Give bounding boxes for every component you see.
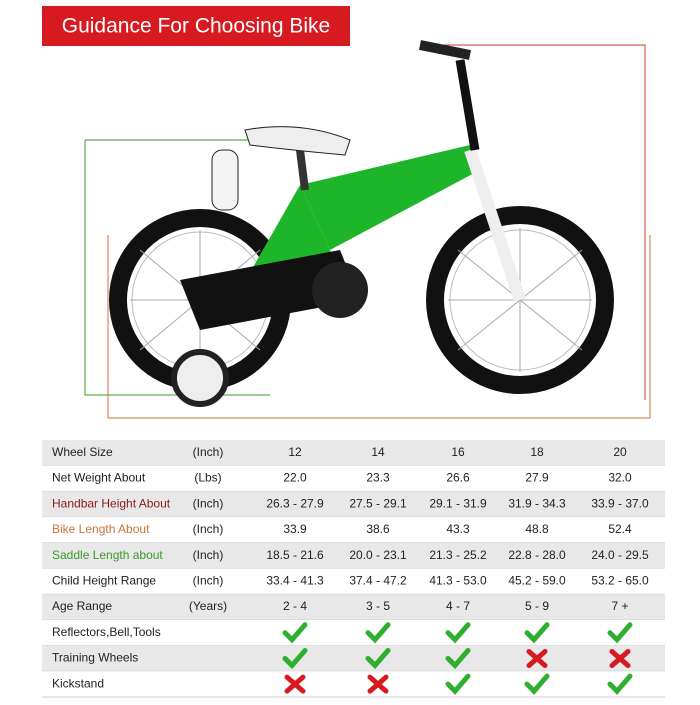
bike-illustration: [84, 40, 651, 419]
cross-icon: [526, 648, 548, 668]
row-unit: (Inch): [193, 445, 224, 459]
row-label: Saddle Length about: [52, 548, 163, 562]
cell-value: 16: [451, 445, 465, 459]
check-icon: [524, 673, 550, 695]
check-icon: [445, 673, 471, 695]
cell-value: 7 +: [611, 599, 628, 613]
check-icon: [282, 622, 308, 644]
table-row: [42, 645, 665, 672]
row-label: Net Weight About: [52, 471, 146, 485]
cross-icon: [367, 674, 389, 694]
cross-icon: [609, 648, 631, 668]
cell-value: 52.4: [608, 522, 632, 536]
row-label: Age Range: [52, 599, 112, 613]
cell-value: 21.3 - 25.2: [429, 548, 487, 562]
check-icon: [365, 647, 391, 670]
row-label: Kickstand: [52, 676, 104, 690]
row-unit: (Inch): [193, 548, 224, 562]
cell-value: 20: [613, 445, 627, 459]
cell-value: 37.4 - 47.2: [349, 574, 407, 588]
cell-value: 20.0 - 23.1: [349, 548, 407, 562]
cell-value: 18.5 - 21.6: [266, 548, 324, 562]
check-icon: [524, 622, 550, 644]
check-icon: [607, 622, 633, 644]
cell-value: 48.8: [525, 522, 549, 536]
check-icon: [365, 622, 391, 644]
row-label: Training Wheels: [52, 651, 138, 665]
cell-value: 4 - 7: [446, 599, 470, 613]
cell-value: 27.9: [525, 471, 549, 485]
cell-value: 23.3: [366, 471, 390, 485]
table-row: [42, 671, 665, 697]
table-row: [42, 517, 665, 543]
row-label: Wheel Size: [52, 445, 113, 459]
cell-value: 33.9: [283, 522, 307, 536]
table-row: [42, 440, 665, 466]
row-label: Bike Length About: [52, 522, 150, 536]
cell-value: 32.0: [608, 471, 632, 485]
cell-value: 18: [530, 445, 544, 459]
cell-value: 38.6: [366, 522, 390, 536]
title: Guidance For Choosing Bike: [62, 15, 330, 38]
cell-value: 33.4 - 41.3: [266, 574, 324, 588]
cell-value: 29.1 - 31.9: [429, 496, 487, 510]
cell-value: 26.6: [446, 471, 470, 485]
cell-value: 3 - 5: [366, 599, 390, 613]
cell-value: 2 - 4: [283, 599, 307, 613]
row-label: Handbar Height About: [52, 496, 171, 510]
cell-value: 31.9 - 34.3: [508, 496, 566, 510]
size-table: Wheel Size (Inch) 12 14 16 18 20 Net Weight Abo…: [42, 440, 665, 698]
row-label: Child Height Range: [52, 574, 156, 588]
cell-value: 26.3 - 27.9: [266, 496, 324, 510]
cell-value: 24.0 - 29.5: [591, 548, 649, 562]
check-icon: [445, 622, 471, 644]
check-icon: [607, 673, 633, 695]
table-row: [42, 491, 665, 518]
row-unit: (Inch): [193, 574, 224, 588]
cell-value: 5 - 9: [525, 599, 549, 613]
table-row: [42, 542, 665, 569]
cell-value: 22.8 - 28.0: [508, 548, 566, 562]
table-row: [42, 619, 665, 646]
cell-value: 33.9 - 37.0: [591, 496, 649, 510]
row-unit: (Lbs): [194, 471, 221, 485]
cell-value: 27.5 - 29.1: [349, 496, 407, 510]
check-icon: [445, 647, 471, 670]
table-row: [42, 594, 665, 620]
cell-value: 22.0: [283, 471, 307, 485]
table-row: [42, 568, 665, 595]
cell-value: 43.3: [446, 522, 470, 536]
row-label: Reflectors,Bell,Tools: [52, 625, 161, 639]
row-unit: (Years): [189, 599, 227, 613]
row-unit: (Inch): [193, 496, 224, 510]
title-box: [42, 6, 350, 46]
row-unit: (Inch): [193, 522, 224, 536]
cell-value: 12: [288, 445, 302, 459]
table-row: [42, 465, 665, 492]
cell-value: 53.2 - 65.0: [591, 574, 649, 588]
cross-icon: [284, 674, 306, 694]
cell-value: 45.2 - 59.0: [508, 574, 566, 588]
check-icon: [282, 647, 308, 670]
cell-value: 14: [371, 445, 385, 459]
cell-value: 41.3 - 53.0: [429, 574, 487, 588]
